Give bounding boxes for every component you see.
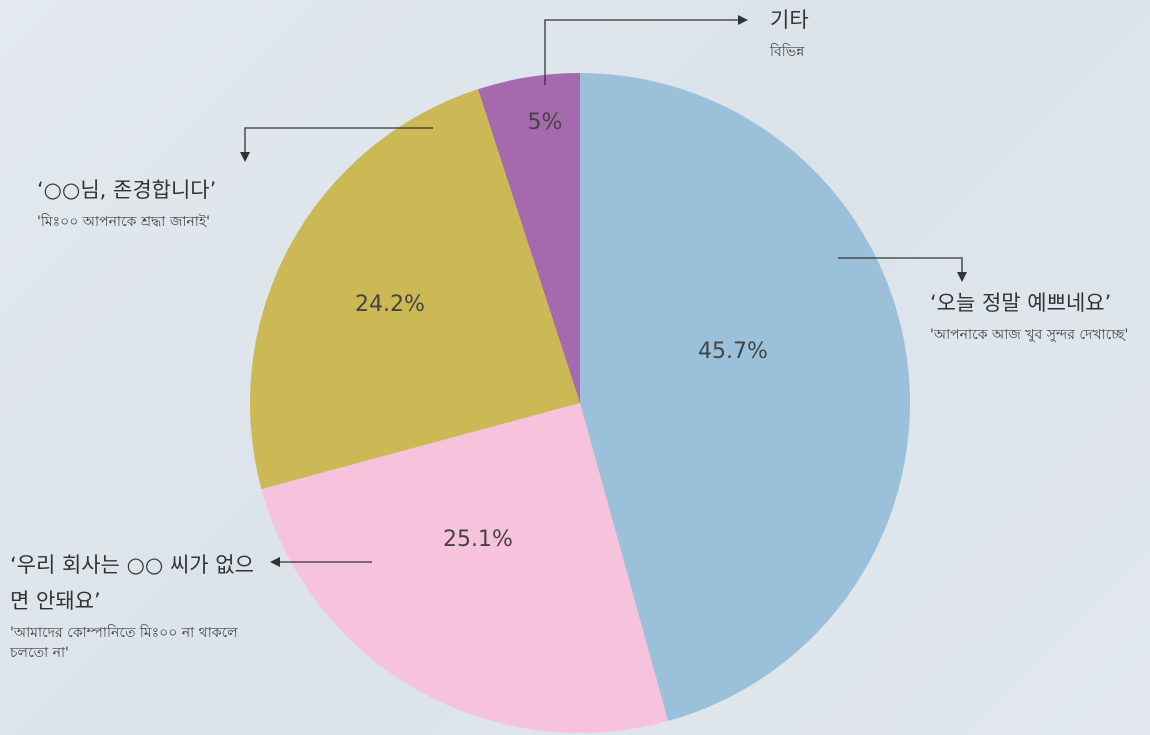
pie-slice [249,89,580,490]
annotation: ‘○○님, 존경합니다’ 'মিঃ০০ আপনাকে শ্রদ্ধা জানাই' [37,172,237,232]
pie-slice [580,73,910,722]
category-label: ‘오늘 정말 예쁘네요’ [930,291,1112,315]
leader-lines [244,19,963,563]
arrowhead [957,272,967,282]
annotation: 기타 বিভিন্ন [770,2,890,62]
value-label: 24.2% [355,292,425,317]
description: বিভিন্ন [770,44,805,60]
pie [249,73,910,733]
arrowhead [240,152,250,162]
leader-line [244,127,433,154]
arrowhead [738,15,748,25]
arrowhead [270,557,280,567]
value-label: 25.1% [443,527,513,552]
value-label: 45.7% [698,339,768,364]
description: 'মিঃ০০ আপনাকে শ্রদ্ধা জানাই' [37,214,210,230]
arrowheads [240,15,967,567]
description: 'আমাদের কোম্পানিতে মিঃ০০ না থাকলে চলতো ন… [10,625,238,661]
pie-slice [478,73,580,403]
annotation: ‘오늘 정말 예쁘네요’ 'আপনাকে আজ খুব সুন্দর দেখাচ্… [930,285,1150,345]
category-label: ‘○○님, 존경합니다’ [37,178,217,202]
category-label: ‘우리 회사는 ○○ 씨가 없으면 안돼요’ [10,553,254,613]
leader-line [838,257,963,274]
annotation: ‘우리 회사는 ○○ 씨가 없으면 안돼요’ 'আমাদের কোম্পানিতে… [10,547,270,663]
leader-line [544,19,740,85]
category-label: 기타 [770,8,809,32]
pie-slice [261,403,669,733]
description: 'আপনাকে আজ খুব সুন্দর দেখাচ্ছে' [930,327,1129,343]
value-label: 5% [528,110,563,135]
